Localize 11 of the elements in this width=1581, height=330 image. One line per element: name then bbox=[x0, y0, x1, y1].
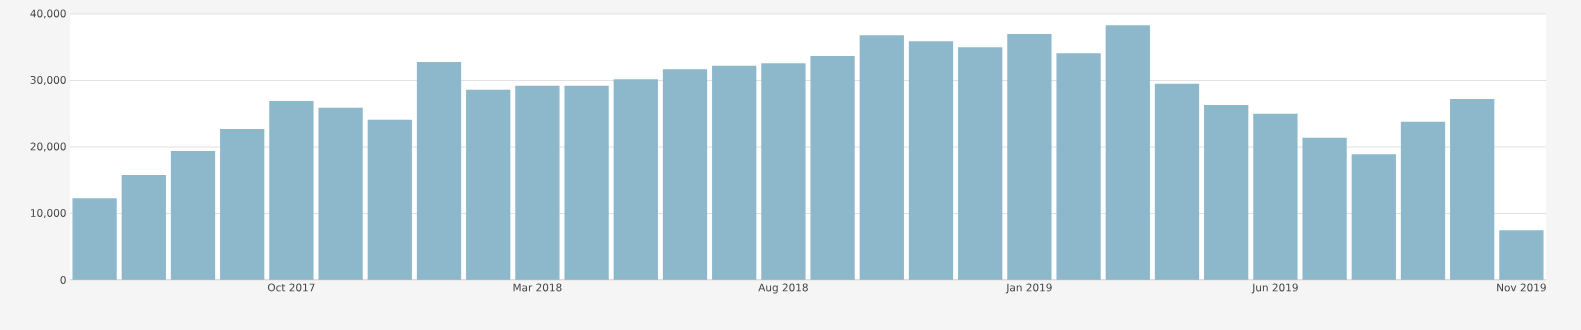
x-tick-label: Jan 2019 bbox=[1005, 283, 1052, 294]
y-tick-label: 0 bbox=[60, 276, 66, 284]
x-tick-label: Aug 2018 bbox=[758, 283, 808, 294]
y-tick-label: 20,000 bbox=[30, 142, 66, 152]
x-tick-label: Oct 2017 bbox=[267, 283, 315, 292]
y-tick-label: 30,000 bbox=[30, 76, 66, 85]
y-tick-label: 10,000 bbox=[31, 209, 66, 218]
x-tick-label: Nov 2019 bbox=[1497, 283, 1546, 292]
x-tick-label: Mar 2018 bbox=[513, 283, 562, 292]
x-tick-label: Jun 2019 bbox=[1251, 283, 1298, 294]
y-tick-label: 40,000 bbox=[30, 9, 66, 19]
